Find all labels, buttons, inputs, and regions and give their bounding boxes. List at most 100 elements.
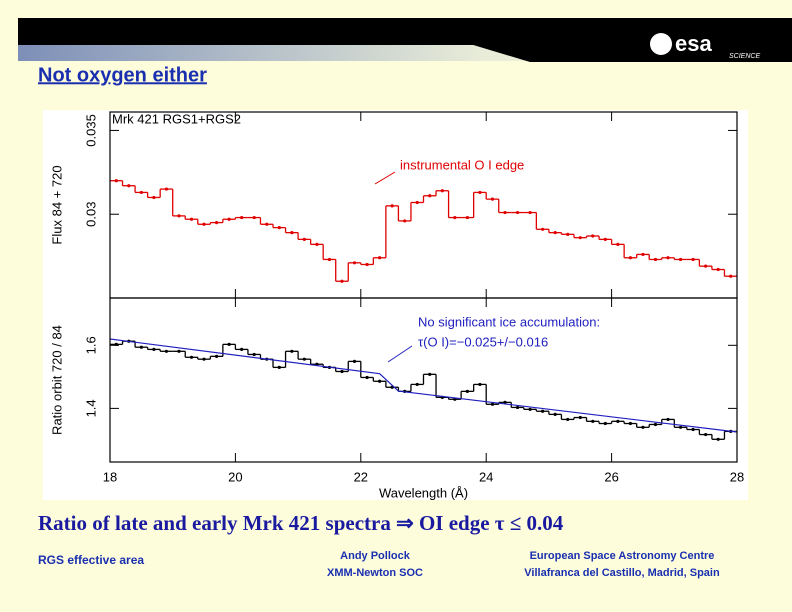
footer-center: Andy Pollock	[340, 550, 411, 562]
point	[252, 352, 256, 357]
point	[515, 210, 520, 215]
point	[164, 349, 169, 353]
point	[152, 195, 156, 200]
y-tick-label: 1.6	[83, 336, 98, 354]
point	[277, 226, 281, 230]
point	[265, 222, 269, 226]
point	[390, 204, 394, 208]
point	[352, 261, 357, 265]
point	[578, 415, 582, 420]
footer-center: XMM-Newton SOC	[327, 567, 423, 579]
point	[302, 237, 306, 241]
point	[202, 222, 206, 226]
point	[440, 189, 444, 193]
logo-sub: SCIENCE	[729, 53, 760, 60]
point	[541, 227, 545, 231]
point	[515, 405, 520, 410]
point	[227, 217, 231, 221]
y-axis-label: Ratio orbit 720 / 84	[49, 325, 64, 435]
x-tick-label: 18	[103, 469, 117, 484]
point	[114, 179, 118, 183]
point	[277, 365, 281, 369]
point	[152, 347, 156, 352]
point	[729, 274, 733, 278]
point	[641, 425, 645, 429]
step-connector	[121, 341, 726, 440]
x-tick-label: 22	[354, 469, 368, 484]
point	[227, 342, 231, 346]
header-wedge	[470, 44, 792, 62]
annotation: No significant ice accumulation:	[418, 314, 600, 329]
point	[352, 359, 357, 363]
model-line	[110, 338, 737, 433]
point	[691, 257, 695, 262]
x-axis-label: Wavelength (Å)	[379, 485, 468, 500]
point	[666, 417, 670, 422]
y-tick-label: 0.03	[83, 202, 98, 227]
point	[503, 400, 507, 404]
point	[541, 409, 545, 413]
point	[716, 437, 720, 441]
point	[528, 210, 532, 215]
annotation-arrow	[387, 345, 413, 363]
point	[603, 237, 607, 241]
point	[566, 417, 570, 422]
point	[566, 232, 570, 236]
y-tick-label: 1.4	[83, 399, 98, 417]
point	[628, 256, 633, 260]
x-tick-label: 20	[228, 469, 242, 484]
x-tick-label: 26	[604, 469, 618, 484]
point	[628, 421, 633, 426]
annotation: τ(O I)=−0.025+/−0.016	[418, 334, 548, 349]
point	[214, 220, 219, 225]
point	[290, 349, 294, 353]
point	[716, 267, 720, 272]
point	[415, 200, 419, 205]
point	[465, 215, 469, 220]
point	[177, 214, 181, 218]
point	[653, 422, 658, 427]
panel-frame	[109, 297, 738, 463]
point	[678, 257, 683, 262]
point	[302, 357, 306, 361]
point	[177, 349, 181, 353]
point	[691, 427, 695, 432]
y-axis-label: Flux 84 + 720	[49, 165, 64, 244]
point	[465, 389, 469, 393]
point	[490, 197, 495, 201]
point	[252, 215, 256, 220]
point	[365, 375, 369, 380]
point	[340, 279, 344, 283]
point	[139, 345, 143, 349]
point	[478, 382, 482, 387]
annotation-arrow	[374, 171, 396, 185]
point	[678, 425, 683, 429]
point	[365, 262, 369, 267]
y-tick-label: 0.035	[83, 114, 98, 147]
point	[428, 372, 432, 376]
point	[653, 257, 658, 262]
conclusion: Ratio of late and early Mrk 421 spectra …	[38, 511, 564, 535]
point	[202, 357, 206, 361]
point	[641, 252, 645, 257]
point	[616, 242, 620, 246]
point	[240, 215, 244, 220]
footer-right: Villafranca del Castillo, Madrid, Spain	[524, 567, 720, 579]
point	[553, 412, 557, 416]
point	[490, 402, 495, 406]
chart-area	[43, 110, 748, 500]
point	[403, 219, 407, 223]
point	[189, 355, 194, 359]
x-tick-label: 28	[730, 469, 744, 484]
point	[415, 382, 419, 387]
point	[704, 432, 708, 437]
point	[139, 190, 143, 195]
point	[578, 236, 582, 240]
point	[704, 264, 708, 268]
point	[378, 256, 382, 260]
point	[214, 354, 219, 358]
point	[603, 421, 607, 426]
point	[528, 407, 532, 411]
point	[164, 187, 169, 191]
